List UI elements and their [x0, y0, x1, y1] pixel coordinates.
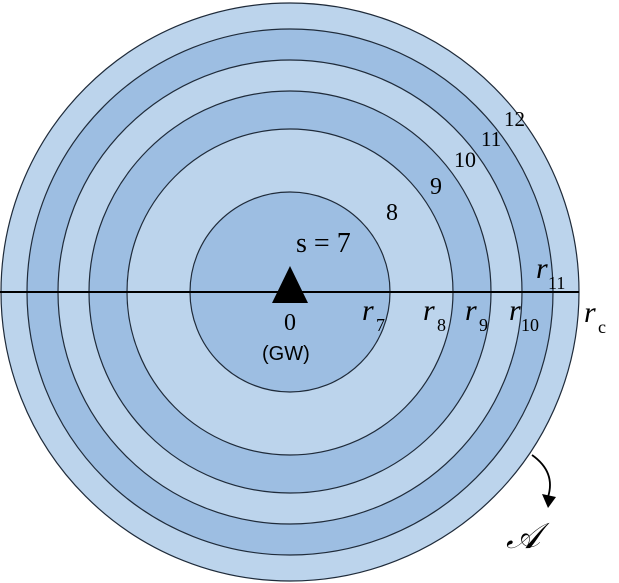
svg-text:8: 8 [437, 315, 446, 335]
ring-numbers: 8 9 10 11 12 [386, 107, 525, 226]
gateway-name-label: (GW) [262, 343, 310, 365]
svg-text:r: r [362, 294, 374, 327]
radius-labels: r 7 r 8 r 9 r 10 r 11 r c [362, 252, 606, 337]
area-symbol-label: 𝒜 [506, 516, 550, 556]
svg-text:9: 9 [479, 315, 488, 335]
svg-text:r: r [536, 252, 548, 285]
ring-number-8: 8 [386, 200, 398, 226]
svg-text:r: r [509, 294, 521, 327]
ring-number-10: 10 [454, 147, 476, 172]
radius-label-r9: r 9 [465, 294, 488, 335]
svg-text:7: 7 [376, 315, 385, 335]
radius-label-rc: r c [584, 296, 606, 337]
ring-number-12: 12 [504, 107, 525, 131]
svg-text:11: 11 [548, 273, 565, 293]
svg-text:r: r [584, 296, 596, 329]
svg-text:r: r [465, 294, 477, 327]
gateway-index-label: 0 [284, 310, 296, 336]
radius-label-r11: r 11 [536, 252, 565, 293]
curved-arrow-icon [531, 454, 556, 508]
radius-label-r7: r 7 [362, 294, 385, 335]
svg-text:10: 10 [521, 315, 539, 335]
triangle-gateway-icon [272, 266, 308, 303]
radius-label-r10: r 10 [509, 294, 539, 335]
svg-text:c: c [598, 317, 606, 337]
svg-text:r: r [423, 294, 435, 327]
ring-number-11: 11 [481, 127, 501, 151]
ring-number-9: 9 [430, 174, 442, 200]
radius-label-r8: r 8 [423, 294, 446, 335]
s-equals-label: s = 7 [296, 228, 351, 259]
